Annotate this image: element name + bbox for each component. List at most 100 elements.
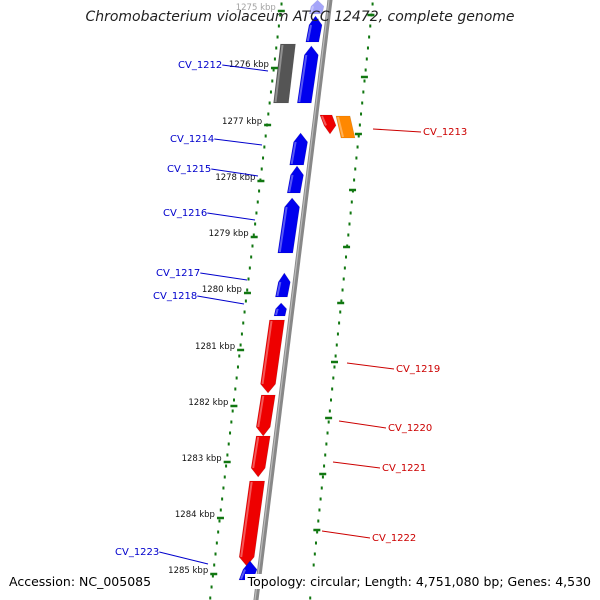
- gene-label: CV_1216: [163, 208, 207, 219]
- left-track-dot: [273, 57, 276, 61]
- gene-arrow: [273, 43, 296, 104]
- left-track-dot: [246, 288, 249, 292]
- left-track-dot: [250, 255, 253, 259]
- gene-arrow: [308, 0, 325, 15]
- right-track-dot: [366, 46, 369, 50]
- left-track-dot: [276, 35, 279, 39]
- left-track-dot: [218, 519, 221, 523]
- accession-info: Accession: NC_005085: [9, 574, 155, 589]
- left-track-dot: [209, 596, 212, 600]
- right-track-dot: [369, 24, 372, 28]
- right-track-dot: [320, 486, 323, 490]
- gene-shading: [298, 54, 308, 103]
- left-track-dot: [229, 431, 232, 435]
- right-track-dot: [328, 409, 331, 413]
- gene-label: CV_1212: [178, 60, 222, 71]
- right-track-dot: [364, 68, 367, 72]
- left-track-dot: [223, 475, 226, 479]
- left-track-dot: [271, 79, 274, 83]
- label-leader-line: [372, 128, 422, 133]
- gene-shading: [288, 174, 294, 193]
- right-track-dot: [333, 365, 336, 369]
- left-track-dot: [227, 442, 230, 446]
- right-track-dot: [358, 123, 361, 127]
- left-track-dot: [225, 464, 228, 468]
- right-track-dot: [321, 475, 324, 479]
- right-track-dot: [312, 563, 315, 567]
- left-track-dot: [210, 585, 213, 589]
- left-track-dot: [279, 13, 282, 17]
- gene-shading: [261, 320, 273, 385]
- left-track-dot: [260, 167, 263, 171]
- tick-label: 1277 kbp: [222, 117, 262, 127]
- right-track-dot: [341, 288, 344, 292]
- right-track-dot: [330, 398, 332, 402]
- gene-label: CV_1220: [388, 423, 432, 434]
- right-track-dot: [331, 387, 334, 391]
- left-track-dot: [244, 299, 247, 303]
- right-track-dot: [362, 90, 365, 94]
- gene-label: CV_1215: [167, 164, 211, 175]
- tick-label: 1282 kbp: [188, 398, 228, 408]
- right-track-dot: [343, 266, 346, 270]
- gene-shading: [290, 141, 297, 165]
- right-track-dot: [335, 343, 338, 347]
- topology-info: Topology: circular; Length: 4,751,080 bp…: [244, 574, 591, 589]
- tick-dot-tracks: [209, 2, 374, 600]
- right-track-dot: [345, 255, 348, 259]
- gene-label: CV_1222: [372, 533, 416, 544]
- gene-labels: CV_1212 CV_1214 CV_1215 CV_1216 CV_1217 CV_12…: [115, 60, 467, 565]
- left-track-dot: [277, 24, 280, 28]
- right-track-dot: [323, 464, 326, 468]
- right-track-dot: [309, 596, 312, 600]
- left-track-dot: [247, 277, 250, 281]
- right-track-dot: [318, 508, 321, 512]
- left-track-dot: [243, 310, 246, 314]
- right-track-dot: [353, 178, 356, 182]
- right-track-dot: [319, 497, 322, 501]
- gene-shading: [321, 115, 327, 126]
- left-track-dot: [239, 343, 242, 347]
- left-track-dot: [238, 354, 241, 358]
- right-track-dot: [371, 2, 374, 6]
- tick-label: 1279 kbp: [209, 229, 249, 239]
- left-track-dot: [272, 68, 275, 72]
- right-track-dot: [348, 222, 351, 226]
- left-track-dot: [226, 453, 229, 457]
- tick-label: 1283 kbp: [182, 454, 222, 464]
- left-track-dot: [268, 101, 271, 105]
- gene-features: [238, 0, 356, 581]
- right-track-dot: [340, 299, 343, 303]
- left-track-dot: [219, 508, 222, 512]
- left-track-dot: [222, 486, 225, 490]
- left-track-dot: [280, 2, 283, 6]
- right-track-dot: [349, 211, 352, 215]
- right-track-dot: [368, 35, 371, 39]
- label-leader-line: [211, 168, 259, 177]
- left-track-dot: [215, 541, 218, 545]
- right-track-dot: [325, 442, 328, 446]
- tick-label: 1276 kbp: [229, 60, 269, 70]
- gene-arrow: [289, 132, 308, 166]
- label-leader-line: [222, 64, 269, 72]
- tick-label: 1280 kbp: [202, 285, 242, 295]
- left-track-dot: [251, 244, 254, 248]
- left-track-dot: [262, 156, 265, 160]
- left-track-dot: [230, 420, 233, 424]
- right-track-dot: [357, 134, 360, 138]
- left-track-dot: [236, 365, 239, 369]
- gene-label: CV_1221: [382, 463, 426, 474]
- left-track-dot: [269, 90, 272, 94]
- right-track-dot: [365, 57, 368, 61]
- label-leader-line: [338, 420, 387, 429]
- label-leader-line: [197, 295, 245, 305]
- tick-label: 1285 kbp: [168, 566, 208, 576]
- gene-shading: [306, 24, 313, 42]
- label-leader-line: [321, 530, 371, 539]
- left-track-dot: [240, 332, 243, 336]
- left-track-dot: [217, 530, 220, 534]
- gene-arrow: [286, 165, 304, 194]
- left-track-dot: [254, 222, 257, 226]
- gene-shading: [240, 569, 246, 580]
